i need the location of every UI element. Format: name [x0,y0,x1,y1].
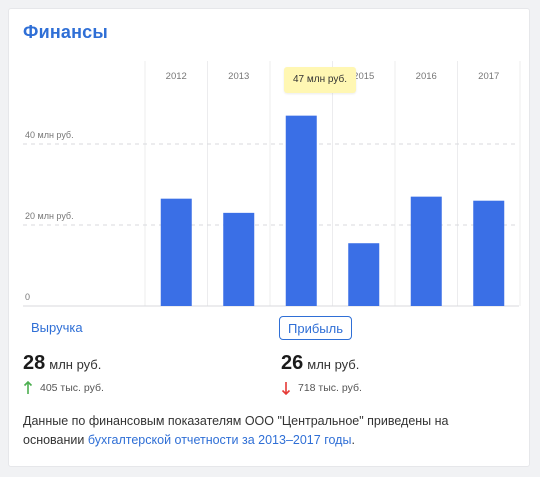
x-tick-label-2015: 2015 [353,71,374,82]
bar-2012 [160,198,192,306]
bar-2015 [348,243,380,306]
tab-revenue[interactable]: Выручка [31,320,83,335]
accounting-report-link[interactable]: бухгалтерской отчетности за 2013–2017 го… [87,433,352,447]
profit-unit: млн руб. [307,357,360,372]
revenue-value: 28 [23,352,46,374]
bar-tooltip: 47 млн руб. [284,67,356,93]
note-text: Данные по финансовым показателям ООО "Це… [23,414,449,447]
revenue-unit: млн руб. [49,357,102,372]
bar-2016 [410,196,442,306]
data-source-note: Данные по финансовым показателям ООО "Це… [23,412,513,450]
metric-tabs: Выручка Прибыль [23,316,523,342]
finance-bar-chart: 020 млн руб.40 млн руб.20122013201420152… [23,61,521,307]
revenue-delta: 405 тыс. руб. [40,382,104,394]
tab-profit[interactable]: Прибыль [279,316,352,340]
x-tick-label-2013: 2013 [228,71,249,82]
x-tick-label-2012: 2012 [166,71,187,82]
bar-2013 [223,212,255,306]
profit-metric: 26 млн руб. 718 тыс. руб. [281,352,362,395]
y-tick-label: 20 млн руб. [25,211,74,221]
y-tick-label: 0 [25,292,30,302]
profit-value: 26 [281,352,304,374]
profit-delta: 718 тыс. руб. [298,382,362,394]
x-tick-label-2017: 2017 [478,71,499,82]
bar-2017 [473,200,505,306]
finances-card: Финансы 0 20 млн руб. 40 млн руб. 2012 2013 2… [8,8,530,467]
arrow-down-icon [281,382,291,395]
arrow-up-icon [23,381,33,394]
x-tick-label-2016: 2016 [416,71,437,82]
note-end: . [351,433,355,447]
card-title: Финансы [23,22,108,42]
bar-2014 [285,115,317,307]
y-tick-label: 40 млн руб. [25,130,74,140]
revenue-metric: 28 млн руб. 405 тыс. руб. [23,352,104,395]
